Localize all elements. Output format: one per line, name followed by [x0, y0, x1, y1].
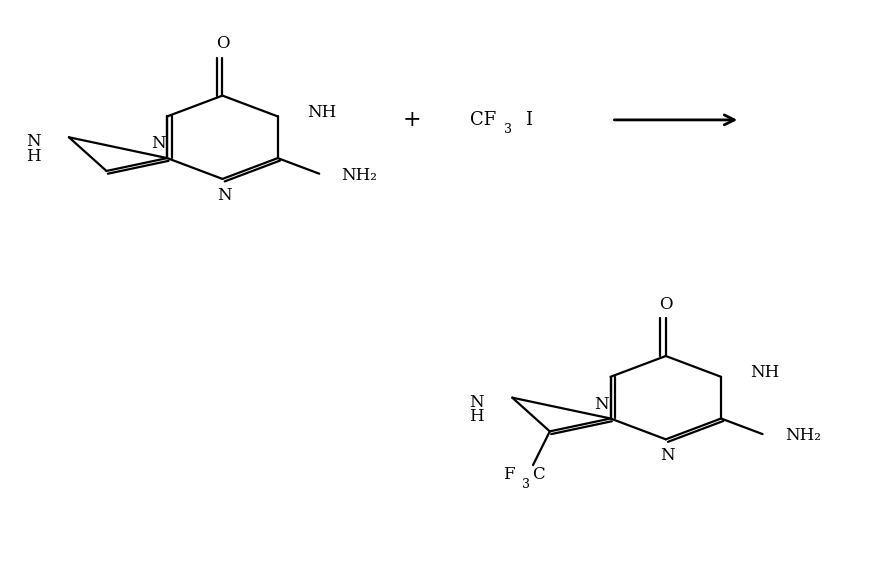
Text: F: F	[502, 467, 514, 484]
Text: NH₂: NH₂	[784, 427, 820, 444]
Text: N: N	[151, 135, 165, 152]
Text: 3: 3	[521, 478, 529, 491]
Text: N: N	[468, 394, 484, 411]
Text: NH: NH	[749, 365, 779, 382]
Text: H: H	[26, 148, 40, 165]
Text: 3: 3	[503, 123, 511, 136]
Text: C: C	[531, 467, 544, 484]
Text: O: O	[215, 35, 229, 52]
Text: N: N	[26, 133, 40, 150]
Text: O: O	[658, 295, 671, 312]
Text: +: +	[402, 109, 421, 131]
Text: N: N	[216, 187, 232, 204]
Text: I: I	[524, 111, 531, 129]
Text: H: H	[468, 408, 484, 425]
Text: N: N	[594, 396, 608, 413]
Text: NH: NH	[307, 104, 336, 121]
Text: NH₂: NH₂	[341, 167, 377, 184]
Text: CF: CF	[469, 111, 495, 129]
Text: N: N	[660, 447, 674, 464]
